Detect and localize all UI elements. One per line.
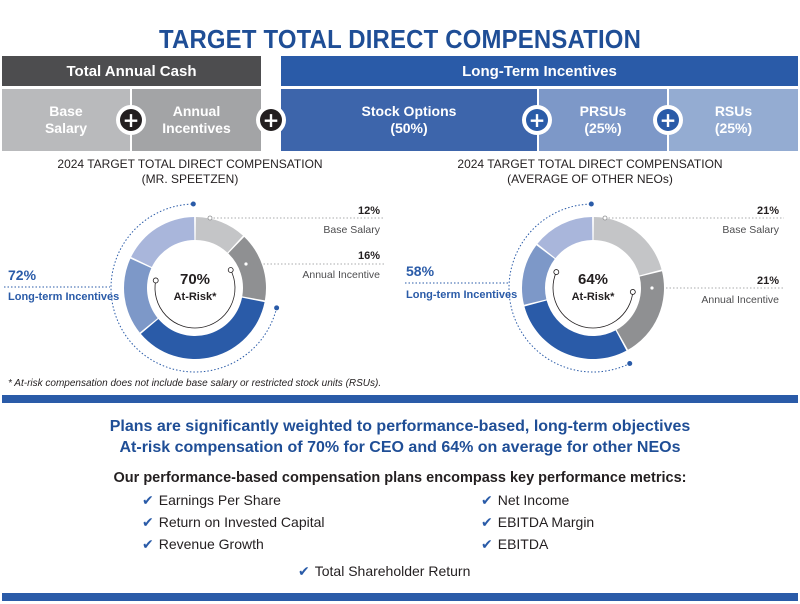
at-risk-arc [552,271,634,329]
prsus-box: PRSUs (25%) [539,89,667,151]
donut-slice-stock-options [524,300,627,359]
metric-label: Revenue Growth [158,536,264,552]
lti-bracket-arc [110,203,278,373]
base-salary-pct: 12% [358,205,380,217]
check-icon: ✔ [142,536,154,552]
leader-dot [243,261,249,267]
metric-item: ✔ Return on Invested Capital [142,514,325,531]
base-salary-label: Base Salary [323,224,380,236]
donut-chart-neos: 21% Base Salary 21% Annual Incentive 58%… [405,201,784,373]
long-term-incentives-header: Long-Term Incentives [281,56,798,86]
metric-label: Return on Invested Capital [158,514,325,530]
base-salary-box: Base Salary [2,89,130,151]
annual-incentive-label: Annual Incentive [302,269,380,281]
slices [522,217,665,359]
leader-dot [649,285,655,291]
metric-item: ✔ EBITDA [481,536,548,553]
headline-line-2: At-risk compensation of 70% for CEO and … [119,439,681,456]
at-risk-arc-dot [553,269,560,275]
donut-slice-base-salary [593,217,662,276]
donut-slice-annual-incentive [228,236,266,301]
check-icon: ✔ [481,492,493,508]
donut-slice-rsus [537,217,593,259]
metrics-intro: Our performance-based compensation plans… [113,470,687,486]
annual-incentive-pct: 21% [757,275,779,287]
metric-label: EBITDA Margin [497,514,595,530]
at-risk-arc-dot [227,267,234,273]
check-icon: ✔ [481,514,493,530]
donut-slice-prsus [522,245,555,305]
stock-options-box: Stock Options (50%) [281,89,537,151]
plus-icon: + [116,105,146,135]
at-risk-value: 70% [180,271,210,288]
plus-icon: + [653,105,683,135]
annual-incentive-pct: 16% [358,250,380,262]
lti-label: Long-term Incentives [406,289,517,301]
lti-arc-dot [588,201,594,207]
chart-caption-neos: 2024 TARGET TOTAL DIRECT COMPENSATION (A… [420,157,760,187]
page-title: TARGET TOTAL DIRECT COMPENSATION [158,24,642,54]
divider-bar [2,395,798,403]
base-salary-pct: 21% [757,205,779,217]
bottom-bar [2,593,798,601]
metric-label: Net Income [497,492,570,508]
check-icon: ✔ [481,536,493,552]
headline-line-1: Plans are significantly weighted to perf… [109,418,691,435]
donut-chart-ceo: 12% Base Salary 16% Annual Incentive 72%… [4,201,385,373]
base-salary-label: Base Salary [722,224,779,236]
at-risk-arc [154,269,236,329]
at-risk-arc-dot [152,277,159,284]
total-annual-cash-header: Total Annual Cash [2,56,261,86]
lti-arc-dot [627,361,633,367]
check-icon: ✔ [298,563,310,579]
lti-total: 58% [406,263,435,279]
annual-incentives-box: Annual Incentives [132,89,261,151]
caption-line: (MR. SPEETZEN) [141,172,239,186]
metric-item: ✔ Total Shareholder Return [298,563,470,580]
lti-label: Long-term Incentives [8,291,119,303]
lti-arc-dot [274,305,280,311]
at-risk-label: At-Risk* [174,291,218,303]
check-icon: ✔ [142,492,154,508]
check-icon: ✔ [142,514,154,530]
donut-slice-stock-options [140,297,265,359]
slices [123,217,266,359]
at-risk-arc-dot [629,289,636,295]
donut-slice-annual-incentive [616,271,665,350]
annual-incentive-label: Annual Incentive [701,294,779,306]
chart-caption-ceo: 2024 TARGET TOTAL DIRECT COMPENSATION (M… [40,157,340,187]
donut-slice-base-salary [195,217,243,253]
donut-slice-rsus [131,217,195,268]
lti-arc-dot [190,201,196,207]
at-risk-label: At-Risk* [572,291,616,303]
metric-label: Total Shareholder Return [314,563,471,579]
at-risk-value: 64% [578,271,608,288]
leader-dot [602,215,608,221]
caption-line: 2024 TARGET TOTAL DIRECT COMPENSATION [57,157,323,171]
metric-item: ✔ EBITDA Margin [481,514,594,531]
metric-item: ✔ Revenue Growth [142,536,264,553]
caption-line: 2024 TARGET TOTAL DIRECT COMPENSATION [457,157,723,171]
leader-dot [207,215,213,221]
donut-charts: 12% Base Salary 16% Annual Incentive 72%… [4,201,784,373]
plus-icon: + [522,105,552,135]
footnote: * At-risk compensation does not include … [8,378,382,389]
caption-line: (AVERAGE OF OTHER NEOs) [507,172,673,186]
metric-label: Earnings Per Share [158,492,281,508]
metric-item: ✔ Net Income [481,492,569,509]
donut-slice-prsus [123,258,158,333]
metric-item: ✔ Earnings Per Share [142,492,281,509]
plus-icon: + [256,105,286,135]
metric-label: EBITDA [497,536,549,552]
rsus-box: RSUs (25%) [669,89,798,151]
lti-total: 72% [8,267,37,283]
